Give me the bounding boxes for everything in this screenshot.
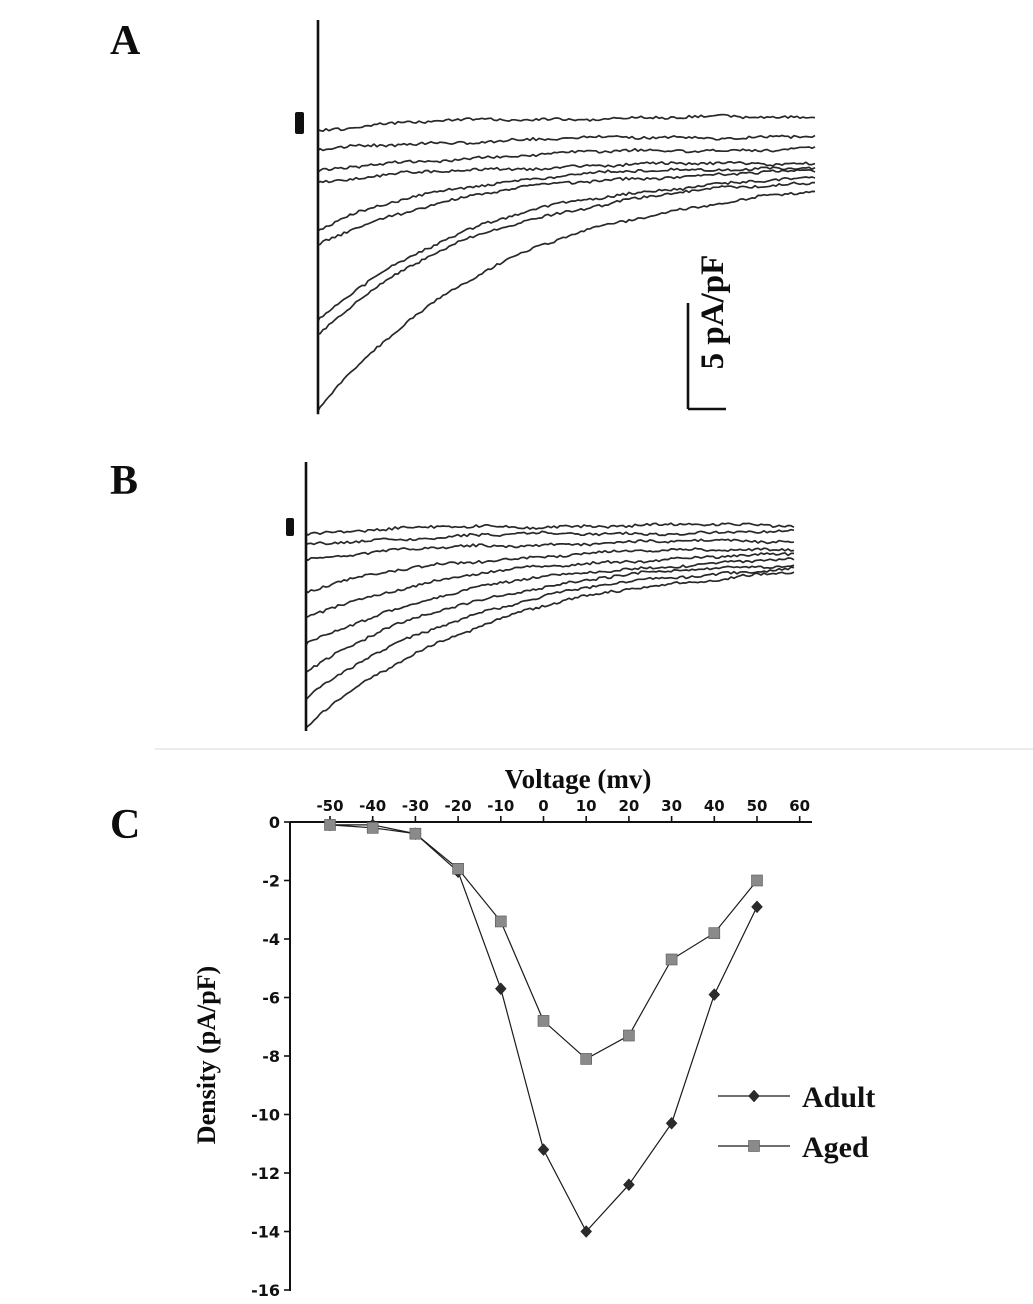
current-trace — [317, 166, 816, 232]
square-marker — [748, 1140, 760, 1152]
x-axis-title: Voltage (mv) — [505, 764, 652, 794]
legend-label-adult: Adult — [802, 1081, 875, 1114]
square-marker — [409, 827, 422, 840]
diamond-marker — [623, 1178, 635, 1192]
current-trace — [305, 564, 795, 674]
series-line — [330, 824, 758, 1233]
square-marker — [580, 1053, 593, 1065]
current-trace — [305, 566, 795, 701]
square-marker — [751, 874, 763, 887]
current-trace — [317, 146, 816, 173]
x-tick-label: 40 — [704, 797, 725, 815]
current-trace — [317, 161, 816, 184]
y-tick-label: -10 — [251, 1106, 280, 1125]
legend-label-aged: Aged — [802, 1131, 869, 1164]
diamond-marker — [665, 1116, 678, 1130]
scale-bar-label: 5 pA/pF — [695, 255, 731, 370]
series-adult — [324, 818, 763, 1238]
x-tick-label: -10 — [487, 797, 514, 815]
panel-c-label: C — [110, 802, 141, 848]
current-trace — [317, 134, 816, 152]
trace-group — [317, 113, 816, 412]
legend: Adult Aged — [718, 1081, 875, 1164]
baseline-marker — [286, 518, 294, 536]
square-marker — [452, 863, 464, 875]
y-tick-label: -8 — [262, 1047, 280, 1066]
square-marker — [324, 819, 336, 831]
current-trace — [305, 571, 795, 729]
panel-a-label: A — [110, 18, 141, 64]
y-tick-label: -6 — [262, 989, 280, 1008]
x-tick-label: -50 — [316, 797, 343, 815]
current-trace — [317, 190, 816, 412]
panel-b-current-traces — [286, 462, 795, 731]
diamond-marker — [537, 1143, 550, 1156]
square-marker — [623, 1029, 635, 1042]
x-tick-label: 50 — [747, 797, 768, 815]
current-trace — [305, 522, 795, 536]
diamond-marker — [580, 1225, 593, 1238]
square-marker — [665, 953, 678, 966]
diamond-marker — [708, 988, 721, 1001]
x-tick-label: 60 — [789, 797, 810, 815]
panel-a-current-traces: 5 pA/pF — [295, 20, 816, 415]
square-marker — [708, 927, 721, 939]
x-tick-label: 30 — [661, 797, 682, 815]
x-tick-label: 0 — [538, 797, 548, 815]
y-tick-label: -12 — [251, 1164, 280, 1183]
x-tick-label: -20 — [445, 797, 472, 815]
current-trace — [305, 538, 795, 562]
baseline-marker — [295, 112, 304, 134]
diamond-marker — [494, 982, 507, 996]
y-tick-label: -14 — [251, 1223, 280, 1242]
current-trace — [305, 557, 795, 646]
current-trace — [317, 113, 816, 133]
square-marker — [494, 915, 507, 928]
y-tick-label: -4 — [262, 930, 280, 949]
panel-c-iv-curve: Voltage (mv)-50 -40 -30 -20 -10 0 10 20 30 40 50 60… — [192, 764, 875, 1300]
diamond-marker — [751, 900, 763, 914]
y-tick-label: 0 — [269, 813, 280, 832]
current-trace — [317, 168, 816, 246]
square-marker — [537, 1015, 550, 1027]
current-trace — [305, 528, 795, 546]
series-aged — [324, 819, 763, 1065]
panel-separator-line — [155, 748, 1033, 750]
current-trace — [305, 547, 795, 594]
x-tick-label: 20 — [618, 797, 639, 815]
panel-b-label: B — [110, 458, 139, 504]
current-trace — [317, 176, 816, 322]
y-tick-label: -16 — [251, 1281, 280, 1300]
y-tick-group: 0 -2 -4 -6 -8 -10 -12 -14 -16 — [251, 813, 290, 1300]
square-marker — [366, 822, 379, 834]
x-tick-label: 10 — [576, 797, 597, 815]
trace-group — [305, 522, 795, 729]
diamond-marker — [748, 1089, 760, 1103]
x-tick-group: -50 -40 -30 -20 -10 0 10 20 30 40 50 60 — [316, 797, 810, 822]
y-tick-label: -2 — [262, 872, 280, 891]
x-tick-label: -30 — [402, 797, 429, 815]
y-axis-title: Density (pA/pF) — [192, 966, 221, 1144]
x-tick-label: -40 — [359, 797, 386, 815]
current-trace — [317, 181, 815, 335]
current-trace — [305, 552, 794, 618]
